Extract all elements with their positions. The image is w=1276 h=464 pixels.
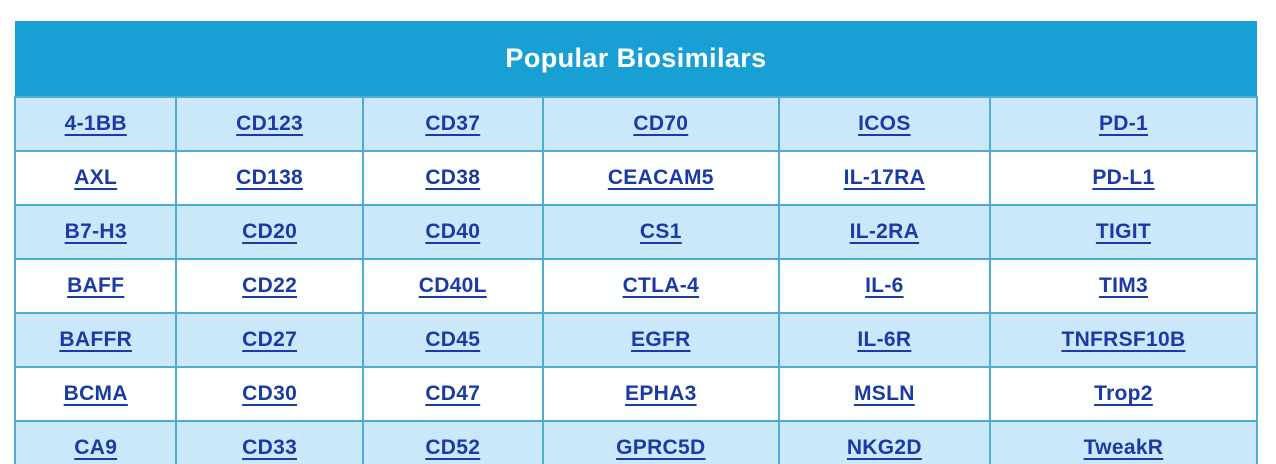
biosimilar-link[interactable]: ICOS (858, 112, 911, 135)
table-cell: CD40 (361, 204, 544, 260)
biosimilar-link[interactable]: Trop2 (1094, 382, 1153, 405)
biosimilar-link[interactable]: NKG2D (846, 436, 922, 459)
table-cell: Trop2 (988, 366, 1259, 422)
biosimilar-link[interactable]: CD40L (418, 274, 487, 297)
biosimilar-link[interactable]: CD40 (425, 220, 481, 243)
table-row: BAFFR CD27 CD45 EGFR IL-6R TNFRSF10B (13, 312, 1259, 368)
table-cell: GPRC5D (541, 420, 780, 464)
biosimilar-link[interactable]: CD30 (242, 382, 298, 405)
biosimilar-link[interactable]: TNFRSF10B (1061, 328, 1186, 351)
table-cell: CD33 (175, 420, 364, 464)
table-cell: ICOS (777, 96, 991, 152)
table-cell: BAFFR (13, 312, 178, 368)
biosimilar-link[interactable]: EPHA3 (625, 382, 697, 405)
biosimilar-link[interactable]: 4-1BB (64, 112, 127, 135)
table-cell: IL-2RA (777, 204, 991, 260)
table-body: 4-1BB CD123 CD37 CD70 ICOS PD-1 AXL CD138 CD38 CE… (13, 96, 1259, 464)
table-row: AXL CD138 CD38 CEACAM5 IL-17RA PD-L1 (13, 150, 1259, 206)
table-cell: IL-6 (777, 258, 991, 314)
biosimilar-link[interactable]: IL-17RA (843, 166, 926, 189)
table-cell: B7-H3 (13, 204, 178, 260)
table-row: B7-H3 CD20 CD40 CS1 IL-2RA TIGIT (13, 204, 1259, 260)
table-cell: CD38 (361, 150, 544, 206)
table-cell: CD27 (175, 312, 364, 368)
biosimilar-link[interactable]: B7-H3 (64, 220, 127, 243)
table-cell: CD37 (361, 96, 544, 152)
biosimilar-link[interactable]: CEACAM5 (607, 166, 714, 189)
biosimilar-link[interactable]: TIM3 (1098, 274, 1148, 297)
biosimilar-link[interactable]: CD38 (425, 166, 481, 189)
table-cell: CA9 (13, 420, 178, 464)
table-cell: TweakR (988, 420, 1259, 464)
biosimilar-link[interactable]: TweakR (1083, 436, 1164, 459)
biosimilar-link[interactable]: CD20 (242, 220, 298, 243)
table-title: Popular Biosimilars (15, 21, 1257, 97)
table-cell: CD22 (175, 258, 364, 314)
table-cell: IL-6R (777, 312, 991, 368)
table-cell: TIGIT (988, 204, 1259, 260)
table-cell: CD45 (361, 312, 544, 368)
biosimilar-link[interactable]: CD123 (236, 112, 304, 135)
table-row: 4-1BB CD123 CD37 CD70 ICOS PD-1 (13, 96, 1259, 152)
table-cell: CD52 (361, 420, 544, 464)
biosimilar-link[interactable]: CD22 (242, 274, 298, 297)
biosimilar-link[interactable]: CTLA-4 (622, 274, 700, 297)
biosimilar-link[interactable]: BCMA (63, 382, 128, 405)
biosimilar-link[interactable]: CD33 (242, 436, 298, 459)
table-cell: TNFRSF10B (988, 312, 1259, 368)
table-cell: EGFR (541, 312, 780, 368)
table-cell: TIM3 (988, 258, 1259, 314)
table-cell: CD20 (175, 204, 364, 260)
popular-biosimilars-table: Popular Biosimilars 4-1BB CD123 CD37 CD70 IC… (13, 21, 1259, 464)
biosimilar-link[interactable]: IL-2RA (849, 220, 920, 243)
table-row: BCMA CD30 CD47 EPHA3 MSLN Trop2 (13, 366, 1259, 422)
table-row: CA9 CD33 CD52 GPRC5D NKG2D TweakR (13, 420, 1259, 464)
biosimilar-link[interactable]: CA9 (74, 436, 118, 459)
table-cell: CS1 (541, 204, 780, 260)
table-cell: CEACAM5 (541, 150, 780, 206)
biosimilar-link[interactable]: CD47 (425, 382, 481, 405)
table-cell: BAFF (13, 258, 178, 314)
table-cell: PD-L1 (988, 150, 1259, 206)
table-cell: PD-1 (988, 96, 1259, 152)
biosimilar-link[interactable]: BAFFR (59, 328, 133, 351)
biosimilar-link[interactable]: AXL (74, 166, 118, 189)
table-row: BAFF CD22 CD40L CTLA-4 IL-6 TIM3 (13, 258, 1259, 314)
biosimilars-table: Popular Biosimilars 4-1BB CD123 CD37 CD70 IC… (13, 21, 1259, 464)
table-cell: 4-1BB (13, 96, 178, 152)
biosimilar-link[interactable]: CS1 (639, 220, 682, 243)
biosimilar-link[interactable]: CD45 (425, 328, 481, 351)
biosimilar-link[interactable]: IL-6 (865, 274, 904, 297)
biosimilar-link[interactable]: CD52 (425, 436, 481, 459)
biosimilar-link[interactable]: IL-6R (857, 328, 912, 351)
table-cell: CD47 (361, 366, 544, 422)
biosimilar-link[interactable]: MSLN (854, 382, 915, 405)
table-cell: NKG2D (777, 420, 991, 464)
biosimilar-link[interactable]: PD-L1 (1092, 166, 1155, 189)
table-cell: CD30 (175, 366, 364, 422)
table-cell: BCMA (13, 366, 178, 422)
table-cell: AXL (13, 150, 178, 206)
biosimilar-link[interactable]: CD27 (242, 328, 298, 351)
biosimilar-link[interactable]: EGFR (631, 328, 691, 351)
table-cell: CD70 (541, 96, 780, 152)
biosimilar-link[interactable]: PD-1 (1098, 112, 1148, 135)
table-cell: CTLA-4 (541, 258, 780, 314)
biosimilar-link[interactable]: GPRC5D (616, 436, 706, 459)
table-cell: MSLN (777, 366, 991, 422)
table-cell: CD123 (175, 96, 364, 152)
biosimilar-link[interactable]: CD37 (425, 112, 481, 135)
table-cell: IL-17RA (777, 150, 991, 206)
biosimilar-link[interactable]: BAFF (67, 274, 125, 297)
table-cell: CD138 (175, 150, 364, 206)
table-cell: CD40L (361, 258, 544, 314)
biosimilar-link[interactable]: TIGIT (1095, 220, 1152, 243)
table-cell: EPHA3 (541, 366, 780, 422)
biosimilar-link[interactable]: CD70 (633, 112, 689, 135)
biosimilar-link[interactable]: CD138 (236, 166, 304, 189)
